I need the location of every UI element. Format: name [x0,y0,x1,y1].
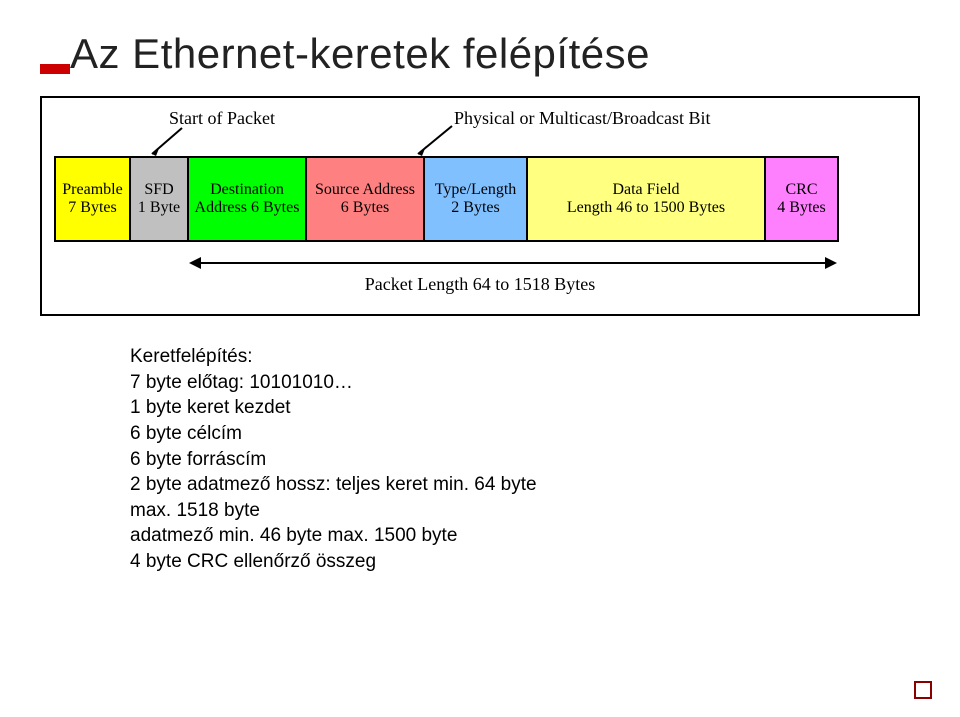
accent-box [40,64,70,74]
body-line: 1 byte keret kezdet [130,395,920,421]
title-row: Az Ethernet-keretek felépítése [40,30,920,78]
frame-field: Source Address6 Bytes [305,156,425,242]
frame-field: CRC4 Bytes [764,156,839,242]
packet-length-label: Packet Length 64 to 1518 Bytes [365,274,595,295]
frame-field: Type/Length2 Bytes [423,156,528,242]
field-line: Address 6 Bytes [195,199,300,217]
diagram-top-labels: Start of Packet Physical or Multicast/Br… [54,108,906,156]
field-line: 7 Bytes [68,199,116,217]
frame-field: Preamble7 Bytes [54,156,131,242]
field-line: Type/Length [435,181,517,199]
body-line: 6 byte forráscím [130,447,920,473]
field-line: SFD [144,181,173,199]
field-line: Destination [210,181,284,199]
field-line: 2 Bytes [451,199,499,217]
field-line: 1 Byte [138,199,180,217]
hollow-bullet-icon [914,681,932,699]
page-title: Az Ethernet-keretek felépítése [70,30,650,78]
field-line: Preamble [62,181,122,199]
fields-row: Preamble7 BytesSFD1 ByteDestinationAddre… [54,156,906,242]
field-line: Data Field [612,181,679,199]
label-phys-bit: Physical or Multicast/Broadcast Bit [454,108,710,129]
frame-field: Data FieldLength 46 to 1500 Bytes [526,156,766,242]
body-line: adatmező min. 46 byte max. 1500 byte [130,523,920,549]
packet-length-area: Packet Length 64 to 1518 Bytes [54,248,906,304]
ethernet-frame-diagram: Start of Packet Physical or Multicast/Br… [40,96,920,316]
field-line: CRC [785,181,817,199]
frame-field: DestinationAddress 6 Bytes [187,156,307,242]
body-line: 2 byte adatmező hossz: teljes keret min.… [130,472,920,498]
slide: Az Ethernet-keretek felépítése Start of … [0,0,960,717]
body-line: 6 byte célcím [130,421,920,447]
frame-field: SFD1 Byte [129,156,189,242]
arrow-start-of-packet [146,126,186,158]
body-line: 7 byte előtag: 10101010… [130,370,920,396]
field-line: 4 Bytes [777,199,825,217]
body-line: 4 byte CRC ellenőrző összeg [130,549,920,575]
field-line: 6 Bytes [341,199,389,217]
arrow-phys-bit [412,124,456,158]
field-line: Source Address [315,181,415,199]
body-line: max. 1518 byte [130,498,920,524]
field-line: Length 46 to 1500 Bytes [567,199,725,217]
body-line: Keretfelépítés: [130,344,920,370]
body-text: Keretfelépítés:7 byte előtag: 10101010…1… [130,344,920,575]
